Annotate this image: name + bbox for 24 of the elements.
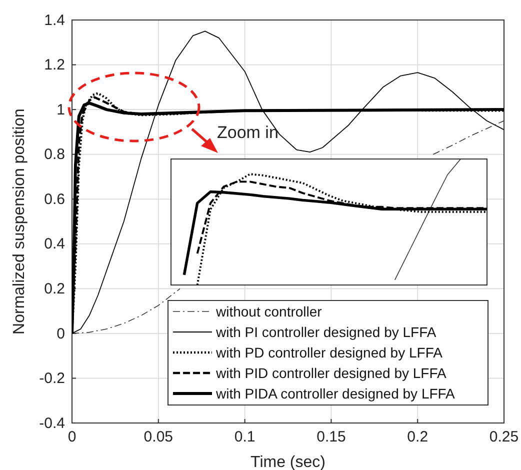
y-tick-label: 0.8	[44, 146, 65, 164]
legend-label: with PI controller designed by LFFA	[215, 324, 437, 340]
y-tick-label: 0.4	[44, 236, 65, 253]
y-tick-label: 1.2	[44, 56, 65, 74]
y-tick-label: 0	[56, 325, 65, 342]
x-tick-label: 0.1	[234, 428, 256, 446]
legend-label: with PIDA controller designed by LFFA	[215, 386, 456, 402]
y-tick-label: -0.4	[39, 414, 65, 432]
x-tick-label: 0.15	[316, 428, 346, 446]
legend-label: with PD controller designed by LFFA	[215, 344, 444, 360]
x-tick-label: 0.05	[144, 428, 173, 446]
y-tick-label: 0.6	[44, 190, 65, 208]
annotation: Zoom in	[217, 123, 278, 142]
x-tick-label: 0	[68, 428, 76, 446]
y-axis-title: Normalized suspension position	[11, 108, 28, 334]
legend-label: with PID controller designed by LFFA	[215, 365, 447, 381]
y-tick-label: 0.2	[44, 280, 65, 298]
x-axis-title: Time (sec)	[250, 454, 326, 470]
y-tick-label: -0.2	[39, 370, 65, 388]
x-tick-label: 0.25	[489, 428, 519, 446]
x-tick-label: 0.2	[407, 428, 428, 446]
legend-label: without controller	[215, 304, 322, 320]
y-tick-label: 1.4	[44, 12, 65, 29]
y-tick-label: 1	[56, 101, 65, 118]
